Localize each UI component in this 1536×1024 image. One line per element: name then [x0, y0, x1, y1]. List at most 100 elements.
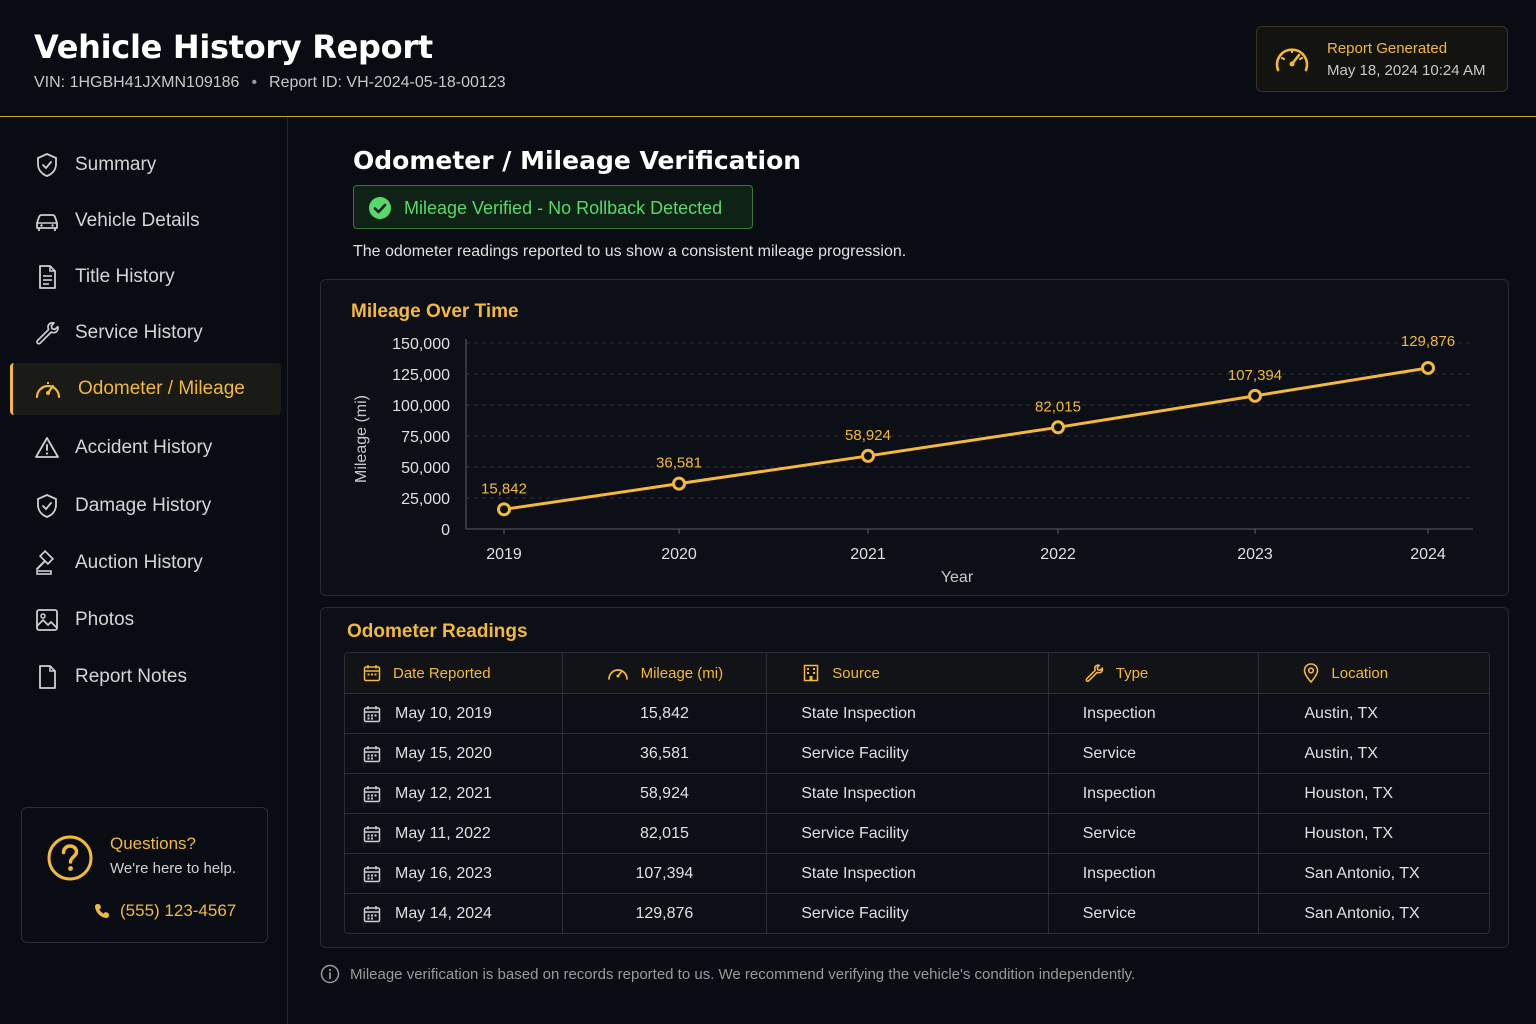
cell-mileage-text: 82,015	[639, 824, 689, 842]
cell-type-text: Service	[1082, 904, 1137, 922]
cell-type: Inspection	[1047, 694, 1259, 733]
table-row[interactable]: May 15, 2020 36,581 Service Facility Servic…	[345, 733, 1489, 773]
y-axis-title: Mileage (mi)	[353, 395, 370, 483]
data-point	[672, 476, 686, 491]
column-header-label: Type	[1115, 664, 1149, 682]
wrench-icon	[1084, 663, 1104, 683]
cell-type-text: Inspection	[1082, 864, 1156, 882]
report-generated-label: Report Generated	[1327, 40, 1448, 57]
sidebar-item-label: Vehicle Details	[75, 210, 200, 231]
y-tick-label: 75,000	[401, 429, 450, 446]
cell-location-text: Houston, TX	[1304, 784, 1394, 802]
building-icon	[802, 664, 820, 682]
cell-location-text: San Antonio, TX	[1304, 864, 1420, 882]
data-label: 15,842	[481, 480, 527, 497]
mileage-chart-card: 0 25,000 50,000 75,000 100,000 125,000 150,000…	[320, 279, 1509, 596]
sidebar-item-auction-history[interactable]: Auction History	[10, 537, 281, 589]
verified-badge: Mileage Verified - No Rollback Detected	[353, 185, 753, 229]
x-tick-label: 2022	[1040, 546, 1076, 563]
data-label: 129,876	[1401, 333, 1455, 350]
column-header-label: Location	[1331, 664, 1389, 682]
cell-source: Service Facility	[766, 814, 1048, 853]
table-row[interactable]: May 12, 2021 58,924 State Inspection Inspec…	[345, 773, 1489, 813]
cell-location-text: Austin, TX	[1304, 704, 1378, 722]
warning-icon	[34, 435, 60, 461]
chart-title: Mileage Over Time	[351, 301, 519, 322]
cell-type: Service	[1047, 894, 1259, 933]
footnote: Mileage verification is based on records…	[320, 964, 1135, 984]
help-phone-number: (555) 123-4567	[120, 901, 237, 920]
cell-location: Houston, TX	[1258, 774, 1489, 813]
report-id-text: Report ID: VH-2024-05-18-00123	[269, 74, 506, 91]
column-header-type[interactable]: Type	[1047, 653, 1259, 693]
cell-date-text: May 15, 2020	[395, 744, 492, 762]
y-tick-label: 0	[441, 522, 450, 539]
table-row[interactable]: May 11, 2022 82,015 Service Facility Servic…	[345, 813, 1489, 853]
sidebar-item-label: Damage History	[75, 495, 212, 516]
column-header-label: Mileage (mi)	[640, 664, 724, 682]
data-label: 58,924	[845, 427, 891, 444]
report-generated-box: Report Generated May 18, 2024 10:24 AM	[1256, 26, 1508, 92]
cell-type-text: Inspection	[1082, 784, 1156, 802]
cell-mileage: 107,394	[561, 854, 767, 893]
page-title: Vehicle History Report	[34, 28, 433, 66]
table-row[interactable]: May 16, 2023 107,394 State Inspection Inspe…	[345, 853, 1489, 893]
column-header-mileage[interactable]: Mileage (mi)	[561, 653, 767, 693]
sidebar-item-summary[interactable]: Summary	[10, 139, 281, 191]
section-title: Odometer / Mileage Verification	[353, 146, 802, 175]
cell-mileage: 82,015	[561, 814, 767, 853]
calendar-icon	[363, 745, 381, 763]
footnote-text: Mileage verification is based on records…	[350, 965, 1136, 983]
speedometer-icon	[607, 664, 629, 682]
calendar-icon	[363, 865, 381, 883]
cell-mileage: 58,924	[561, 774, 767, 813]
cell-source-text: Service Facility	[801, 904, 909, 922]
help-subtitle: We're here to help.	[110, 860, 236, 877]
sidebar-item-title-history[interactable]: Title History	[10, 251, 281, 303]
data-point	[861, 448, 875, 463]
sidebar-item-accident-history[interactable]: Accident History	[10, 422, 281, 474]
cell-date: May 15, 2020	[345, 734, 562, 773]
cell-mileage-text: 15,842	[639, 704, 689, 722]
sidebar-item-service-history[interactable]: Service History	[10, 307, 281, 359]
help-box: Questions? We're here to help. (555) 123…	[21, 807, 268, 943]
table-row[interactable]: May 10, 2019 15,842 State Inspection Inspec…	[345, 693, 1489, 733]
cell-location: San Antonio, TX	[1258, 854, 1489, 893]
column-header-location[interactable]: Location	[1258, 653, 1489, 693]
sidebar-item-odometer-mileage[interactable]: Odometer / Mileage	[10, 363, 281, 415]
cell-date-text: May 10, 2019	[395, 704, 492, 722]
x-axis-title: Year	[941, 569, 974, 586]
cell-type-text: Service	[1082, 744, 1137, 762]
sidebar-item-label: Photos	[75, 609, 135, 630]
sidebar-item-damage-history[interactable]: Damage History	[10, 480, 281, 532]
data-label: 82,015	[1035, 398, 1081, 415]
cell-source: State Inspection	[766, 854, 1048, 893]
column-header-source[interactable]: Source	[766, 653, 1047, 693]
cell-location-text: Austin, TX	[1304, 744, 1378, 762]
report-header: Vehicle History Report VIN: 1HGBH41JXMN1…	[0, 0, 1536, 117]
cell-mileage: 36,581	[561, 734, 767, 773]
data-point	[1421, 360, 1435, 375]
column-header-date[interactable]: Date Reported	[345, 653, 562, 693]
question-icon	[46, 834, 94, 882]
cell-mileage: 129,876	[561, 894, 767, 933]
sidebar-item-label: Auction History	[75, 552, 203, 573]
cell-date-text: May 14, 2024	[395, 904, 492, 922]
cell-type: Service	[1047, 734, 1259, 773]
table-header-row: Date Reported Mileage (mi) Source Type	[345, 653, 1489, 693]
x-tick-label: 2024	[1410, 546, 1446, 563]
cell-type-text: Inspection	[1082, 704, 1156, 722]
sidebar-item-vehicle-details[interactable]: Vehicle Details	[10, 195, 281, 247]
sidebar-item-report-notes[interactable]: Report Notes	[10, 651, 281, 703]
odometer-readings-card: Odometer Readings Date Reported Mileage …	[320, 607, 1509, 948]
sidebar-item-photos[interactable]: Photos	[10, 594, 281, 646]
speedometer-icon	[34, 376, 61, 402]
sidebar-item-label: Summary	[75, 154, 157, 175]
help-phone-link[interactable]: (555) 123-4567	[94, 901, 236, 921]
cell-source: State Inspection	[766, 774, 1048, 813]
odometer-readings-table: Date Reported Mileage (mi) Source Type	[344, 652, 1490, 934]
cell-date-text: May 12, 2021	[395, 784, 492, 802]
column-header-label: Date Reported	[393, 664, 491, 682]
cell-source-text: Service Facility	[801, 824, 909, 842]
table-row[interactable]: May 14, 2024 129,876 Service Facility Servi…	[345, 893, 1489, 933]
